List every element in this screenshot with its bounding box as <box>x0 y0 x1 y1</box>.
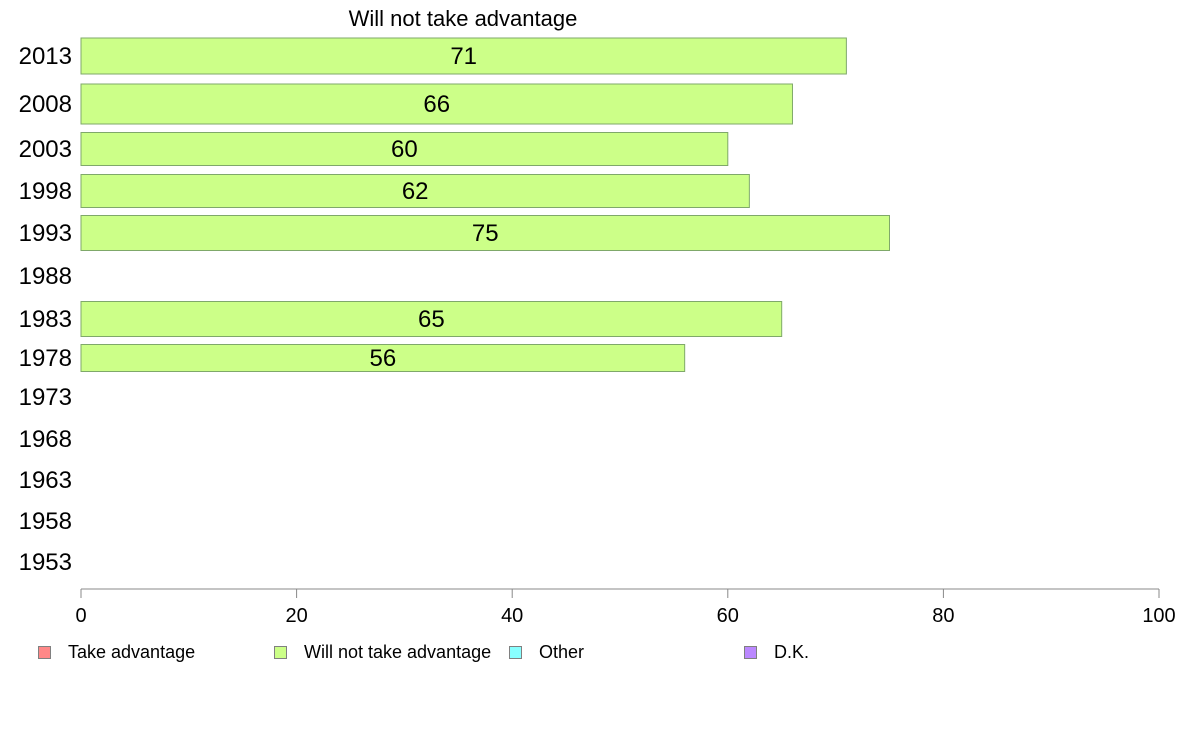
bar-1998 <box>80 174 750 208</box>
legend-label-take-advantage: Take advantage <box>68 642 196 662</box>
legend-item-dk: D.K. <box>744 642 809 663</box>
category-label-1988: 1988 <box>19 263 72 290</box>
bar-chart: 2013 2008 2003 1998 1993 1988 1983 1978 1973 1968… <box>19 37 1176 627</box>
category-label-1968: 1968 <box>19 426 72 453</box>
data-label-2003: 60 <box>391 136 418 163</box>
chart-title: Will not take advantage <box>348 6 578 31</box>
legend-swatch-will-not-take-advantage <box>274 646 287 659</box>
data-label-1978: 56 <box>369 345 396 372</box>
category-label-2013: 2013 <box>19 43 72 70</box>
category-label-1953: 1953 <box>19 549 72 576</box>
bar-1993 <box>80 215 890 251</box>
bar-2003 <box>80 132 729 166</box>
category-label-2003: 2003 <box>19 136 72 163</box>
data-label-2008: 66 <box>423 91 450 118</box>
category-label-1993: 1993 <box>19 220 72 247</box>
legend-label-other: Other <box>539 642 585 662</box>
legend-swatch-take-advantage <box>38 646 51 659</box>
x-tick-label-40: 40 <box>501 605 523 627</box>
category-label-1998: 1998 <box>19 178 72 205</box>
legend-item-take-advantage: Take advantage <box>38 642 195 663</box>
data-label-2013: 71 <box>450 43 477 70</box>
category-label-1983: 1983 <box>19 306 72 333</box>
legend-label-dk: D.K. <box>774 642 810 662</box>
legend-label-will-not-take-advantage: Will not take advantage <box>304 642 492 662</box>
data-label-1998: 62 <box>402 178 429 205</box>
data-label-1983: 65 <box>418 306 445 333</box>
legend-swatch-dk <box>744 646 757 659</box>
bar-1983 <box>80 301 783 337</box>
bar-1978 <box>80 344 686 372</box>
bar-2008 <box>80 83 793 125</box>
category-label-1963: 1963 <box>19 467 72 494</box>
bar-2013 <box>80 37 847 75</box>
x-tick-label-80: 80 <box>932 605 954 627</box>
x-tick-label-0: 0 <box>75 605 86 627</box>
legend: Take advantage Will not take advantage O… <box>0 642 1188 666</box>
legend-item-other: Other <box>509 642 584 663</box>
data-label-1993: 75 <box>472 220 499 247</box>
category-label-1973: 1973 <box>19 384 72 411</box>
category-label-2008: 2008 <box>19 91 72 118</box>
category-label-1958: 1958 <box>19 508 72 535</box>
x-tick-label-60: 60 <box>717 605 739 627</box>
legend-swatch-other <box>509 646 522 659</box>
category-label-1978: 1978 <box>19 345 72 372</box>
legend-item-will-not-take-advantage: Will not take advantage <box>274 642 491 663</box>
x-tick-label-20: 20 <box>285 605 307 627</box>
x-tick-label-100: 100 <box>1142 605 1175 627</box>
